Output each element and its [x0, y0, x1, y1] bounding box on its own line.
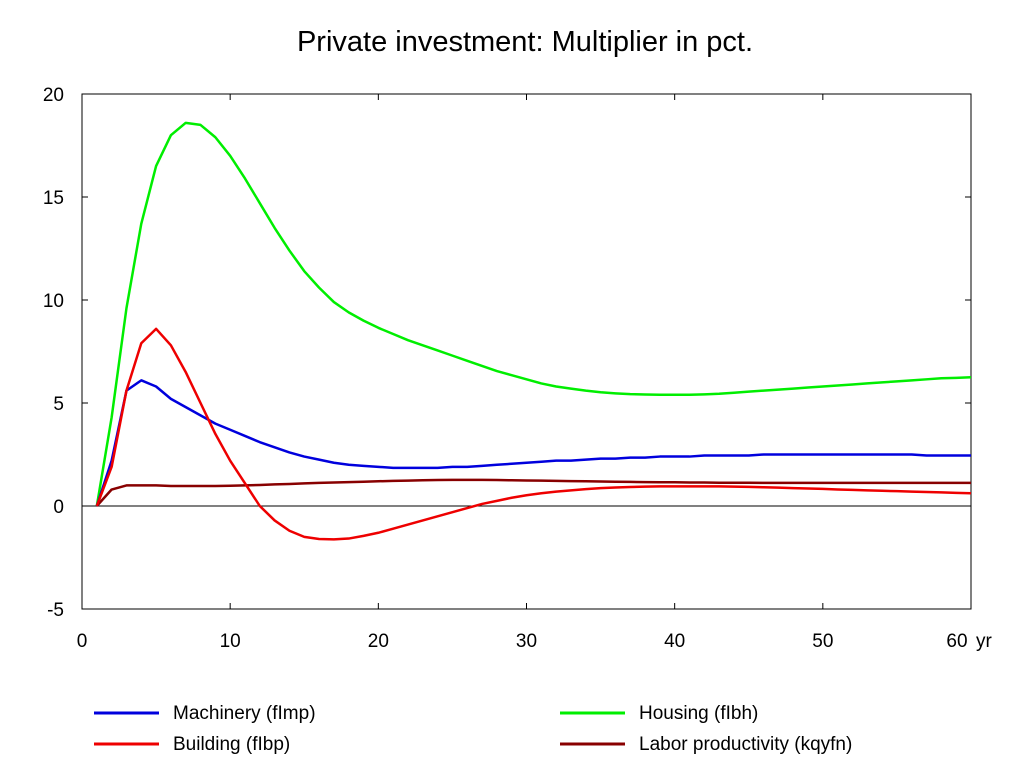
series-lines: [95, 121, 972, 541]
x-tick-label: 50: [812, 631, 833, 652]
y-tick-label: 10: [43, 291, 64, 312]
legend-item-machinery: Machinery (fImp): [94, 703, 316, 724]
legend-label: Machinery (fImp): [173, 703, 316, 724]
x-unit-label: yr: [976, 631, 993, 652]
x-tick-label: 10: [220, 631, 241, 652]
chart-title: Private investment: Multiplier in pct.: [297, 26, 753, 58]
legend: Machinery (fImp) Housing (fIbh) Building (…: [94, 703, 852, 755]
x-tick-label: 0: [77, 631, 88, 652]
legend-label: Housing (fIbh): [639, 703, 758, 724]
legend-label: Labor productivity (kqyfn): [639, 734, 852, 755]
series-line-housing: [95, 121, 972, 507]
y-tick-label: 20: [43, 85, 64, 106]
y-tick-label: 0: [53, 497, 64, 518]
x-tick-label: 40: [664, 631, 685, 652]
plot-frame: [81, 93, 972, 610]
y-axis: 20 15 10 5 0 -5: [43, 85, 971, 621]
x-axis: 0 10 20 30 40 50 60 yr: [77, 94, 993, 652]
y-tick-label: 15: [43, 188, 64, 209]
series-line-machinery: [95, 379, 971, 507]
series-line-labor-productivity: [95, 478, 971, 507]
legend-item-building: Building (fIbp): [94, 734, 290, 755]
x-tick-label: 60: [946, 631, 967, 652]
series-line-building: [95, 327, 972, 541]
legend-item-housing: Housing (fIbh): [560, 703, 758, 724]
x-tick-label: 20: [368, 631, 389, 652]
x-tick-label: 30: [516, 631, 537, 652]
legend-label: Building (fIbp): [173, 734, 290, 755]
legend-item-labor-productivity: Labor productivity (kqyfn): [560, 734, 852, 755]
y-tick-label: -5: [47, 600, 64, 621]
y-tick-label: 5: [53, 394, 64, 415]
